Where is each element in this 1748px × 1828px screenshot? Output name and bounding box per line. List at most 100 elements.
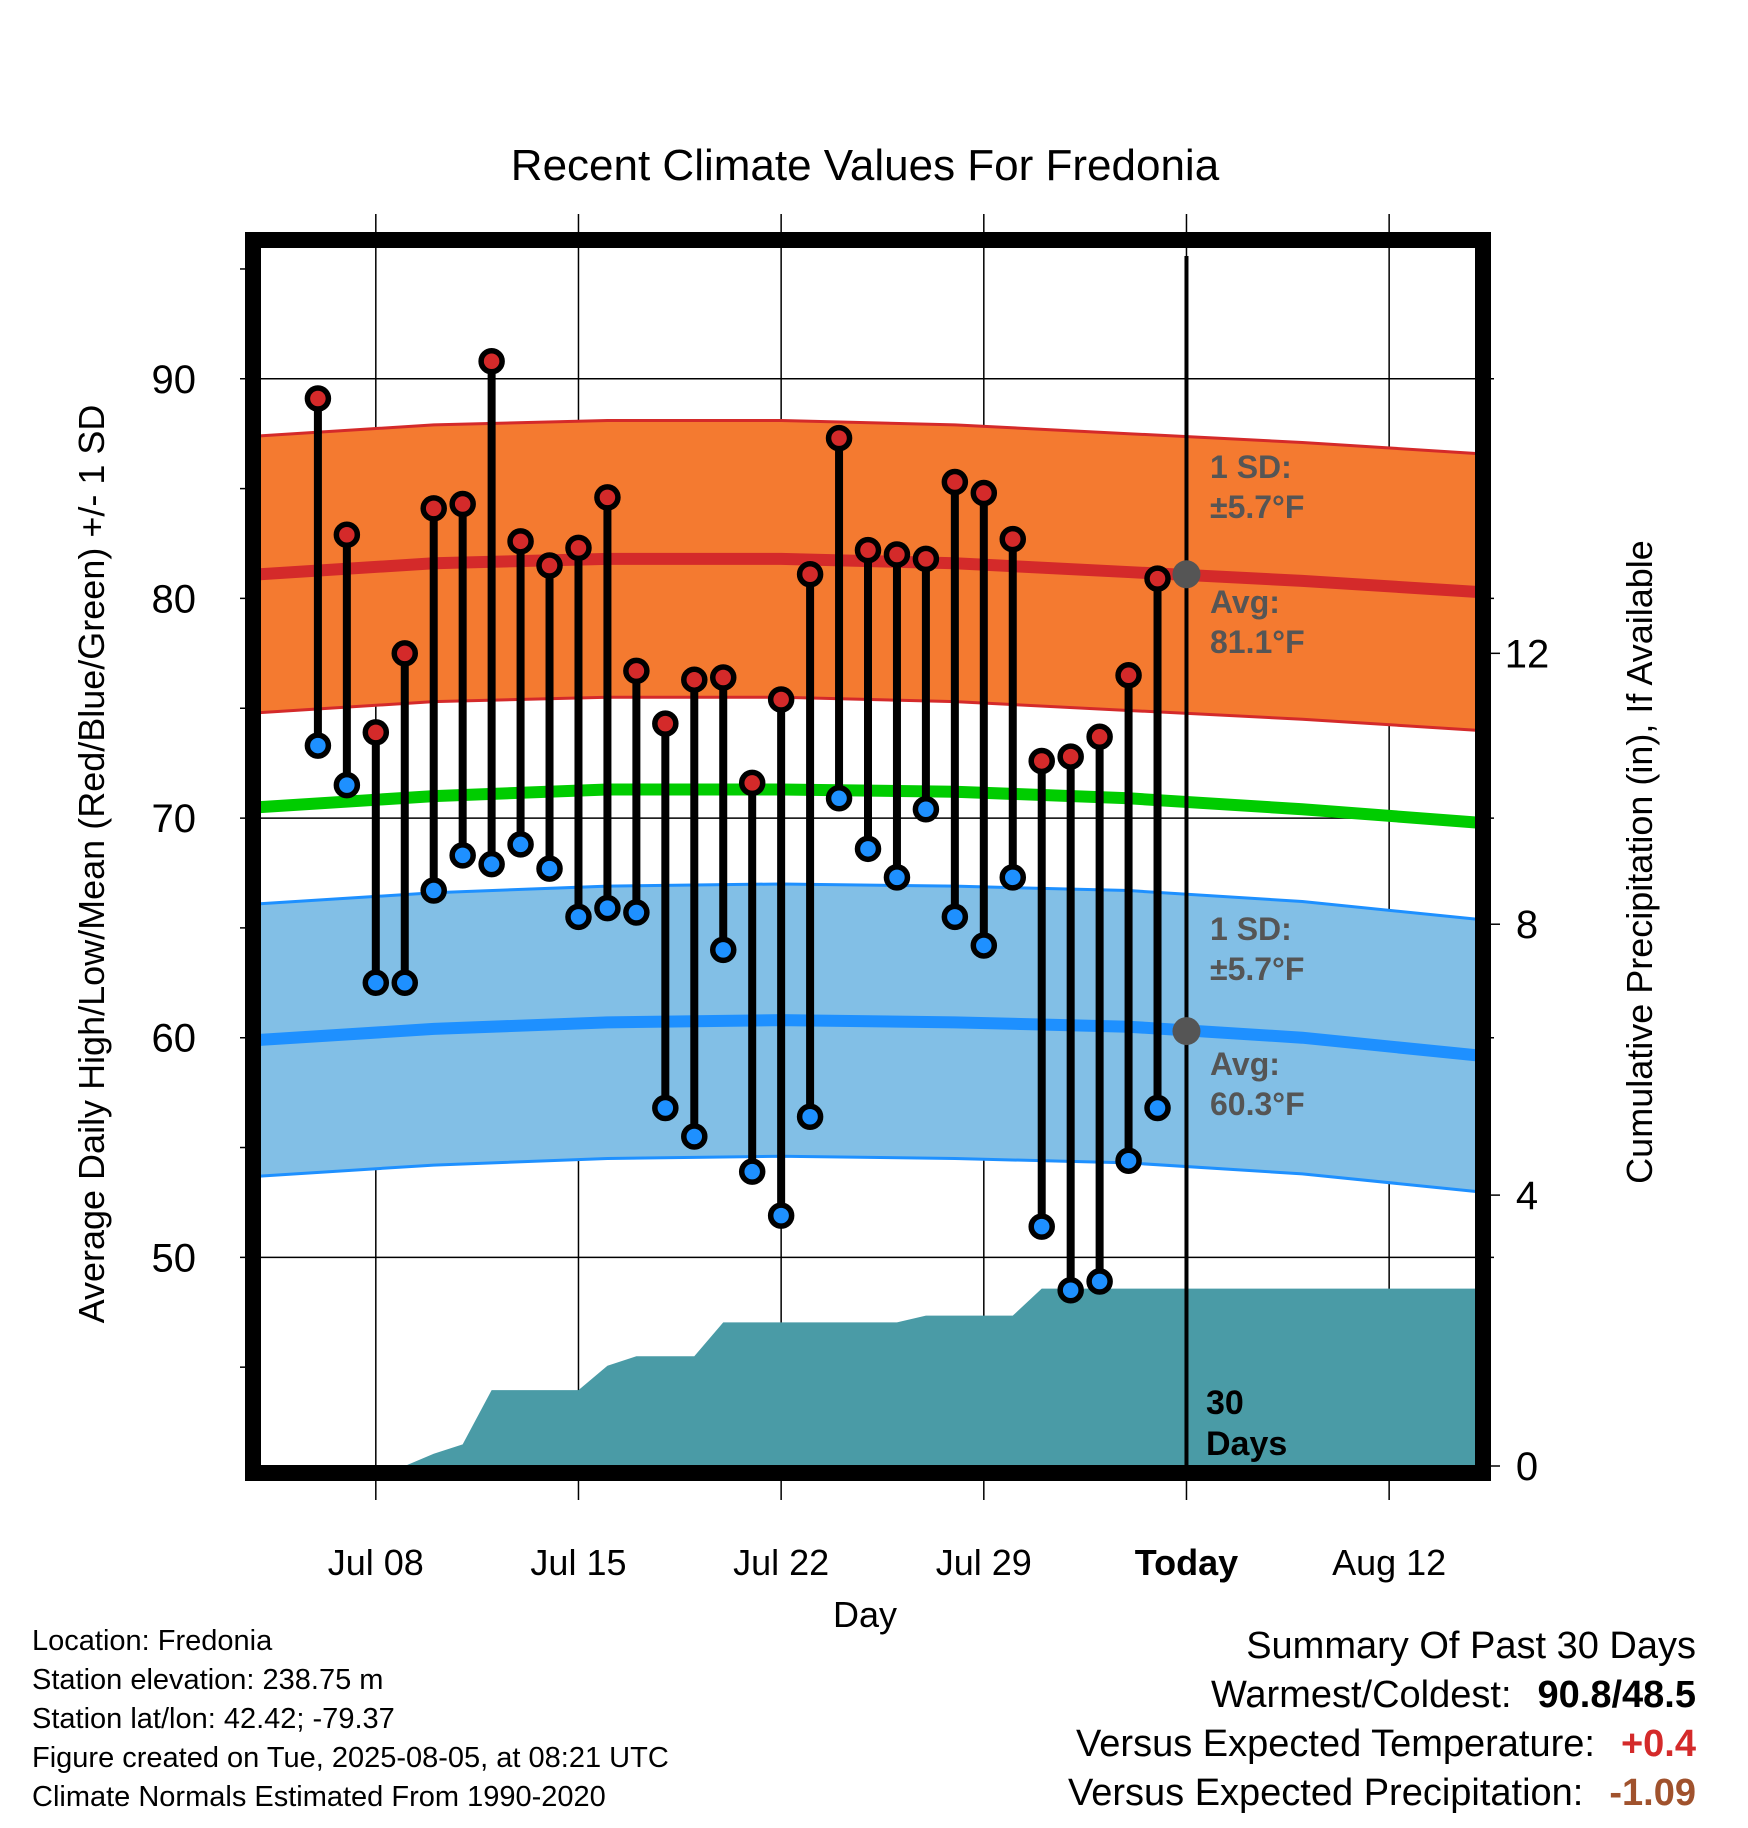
high-avg-annotation-line1: Avg: (1210, 584, 1280, 620)
high-point (1057, 743, 1084, 770)
high-point (1144, 565, 1171, 592)
high-point (594, 484, 621, 511)
high-sd-annotation-line1: 1 SD: (1210, 449, 1292, 485)
station-info: Location: Fredonia Station elevation: 23… (32, 1622, 669, 1817)
high-point (999, 525, 1027, 553)
plot-area: 1 SD: ±5.7°F Avg: 81.1°F 1 SD: ±5.7°F Avg: 60.3… (152, 214, 1550, 1583)
low-point (825, 785, 853, 812)
precip-area (260, 1288, 1476, 1466)
high-point (970, 479, 998, 507)
chart-title: Recent Climate Values For Fredonia (511, 141, 1220, 190)
high-point (507, 528, 534, 555)
y-tick-label-60: 60 (152, 1017, 197, 1061)
high-point (709, 664, 737, 691)
precip-vs-expected-label: Versus Expected Precipitation: (1067, 1772, 1584, 1814)
high-point (478, 347, 505, 375)
low-point (999, 864, 1027, 891)
normal-low-line (259, 1014, 1477, 1062)
low-point (912, 796, 940, 823)
high-point (449, 490, 476, 518)
y-tick-label-90: 90 (152, 358, 197, 402)
high-point (941, 468, 969, 496)
low-point (681, 1123, 708, 1150)
low-point (391, 969, 419, 997)
low-point (1115, 1147, 1142, 1174)
y2-tick-label-8: 8 (1516, 903, 1538, 947)
low-avg-marker (1172, 1017, 1201, 1046)
low-point (594, 894, 621, 922)
high-sd-annotation-line2: ±5.7°F (1210, 489, 1304, 525)
high-point (304, 385, 332, 412)
summary-temperature: Versus Expected Temperature: +0.4 (1068, 1720, 1696, 1769)
high-point (1028, 747, 1055, 775)
summary-heading: Summary Of Past 30 Days (1246, 1625, 1696, 1667)
low-point (1028, 1213, 1055, 1240)
days-annotation-line2: Days (1206, 1425, 1287, 1463)
high-point (767, 686, 795, 713)
low-point (565, 903, 592, 931)
precip-vs-expected-value: -1.09 (1609, 1772, 1696, 1814)
warm-cold-value: 90.8/48.5 (1537, 1674, 1696, 1716)
y2-tick-label-4: 4 (1516, 1174, 1538, 1218)
low-sd-band (260, 883, 1476, 1192)
high-point (854, 536, 882, 564)
low-point (507, 831, 534, 858)
low-point (767, 1202, 795, 1229)
high-point (536, 552, 563, 579)
high-point (420, 495, 447, 522)
high-point (565, 534, 592, 562)
low-point (796, 1103, 824, 1131)
low-avg-annotation-line1: Avg: (1210, 1046, 1280, 1082)
plot-frame (245, 232, 1491, 1481)
high-point (912, 545, 940, 573)
high-point (362, 719, 390, 746)
temp-vs-expected-value: +0.4 (1620, 1723, 1696, 1765)
low-point (362, 969, 390, 997)
low-point (970, 932, 998, 959)
x-tick-label-0: Jul 08 (328, 1542, 424, 1583)
high-point (391, 640, 419, 667)
summary-panel: Summary Of Past 30 Days Warmest/Coldest:… (1068, 1622, 1696, 1818)
low-point (478, 850, 505, 878)
figure-created: Figure created on Tue, 2025-08-05, at 08… (32, 1742, 669, 1774)
low-band-upper-edge (259, 882, 1477, 921)
low-point (738, 1158, 766, 1185)
low-point (333, 771, 361, 799)
station-location: Location: Fredonia (32, 1625, 273, 1657)
y-tick-label-50: 50 (152, 1236, 197, 1280)
high-point (883, 541, 911, 568)
low-point (941, 903, 969, 931)
y2-tick-label-12: 12 (1505, 632, 1550, 676)
days-annotation-line1: 30 (1206, 1384, 1244, 1422)
y2-tick-label-0: 0 (1516, 1445, 1538, 1489)
low-point (536, 855, 563, 882)
low-point (1144, 1094, 1171, 1122)
summary-precipitation: Versus Expected Precipitation: -1.09 (1068, 1769, 1696, 1818)
high-point (333, 521, 361, 548)
low-sd-annotation-line1: 1 SD: (1210, 911, 1292, 947)
high-band-upper-edge (259, 419, 1477, 455)
warm-cold-label: Warmest/Coldest: (1210, 1674, 1512, 1716)
low-point (1057, 1277, 1084, 1304)
high-point (1115, 662, 1142, 689)
low-point (883, 864, 911, 891)
high-point (738, 769, 766, 797)
high-avg-marker (1172, 560, 1201, 589)
station-elevation: Station elevation: 238.75 m (32, 1664, 384, 1696)
high-avg-annotation-line2: 81.1°F (1210, 624, 1305, 660)
x-tick-label-3: Jul 29 (936, 1542, 1032, 1583)
climate-normals-period: Climate Normals Estimated From 1990-2020 (32, 1781, 606, 1813)
summary-warm-cold: Warmest/Coldest: 90.8/48.5 (1068, 1671, 1696, 1720)
high-point (681, 666, 708, 693)
station-latlon: Station lat/lon: 42.42; -79.37 (32, 1703, 395, 1735)
low-point (1086, 1268, 1113, 1295)
low-point (709, 936, 737, 964)
y2-axis-label: Cumulative Precipitation (in), If Availa… (1619, 540, 1660, 1184)
high-point (652, 710, 679, 737)
y-tick-label-80: 80 (152, 577, 197, 621)
temp-vs-expected-label: Versus Expected Temperature: (1076, 1723, 1595, 1765)
high-point (796, 561, 824, 588)
x-tick-label-5: Aug 12 (1332, 1542, 1446, 1583)
low-point (623, 899, 650, 926)
